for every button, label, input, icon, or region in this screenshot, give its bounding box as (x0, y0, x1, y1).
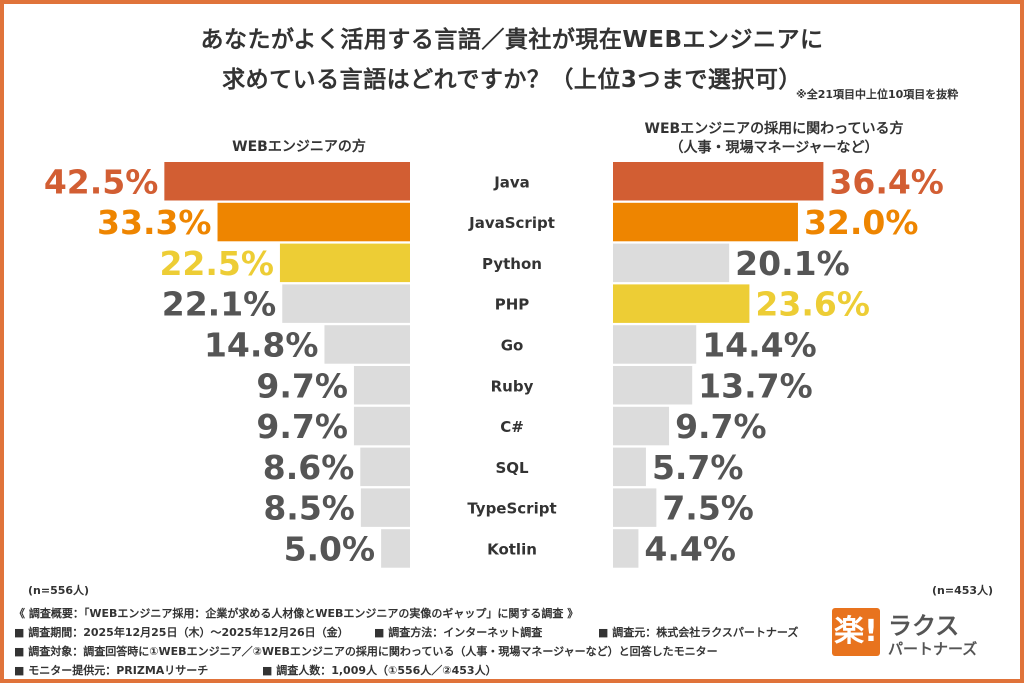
left-value-label-ruby: 9.7% (256, 366, 348, 405)
left-bar-javascript (217, 202, 410, 242)
left-sample-size: (n=556人) (28, 584, 90, 597)
category-label-csharp: C# (500, 418, 524, 436)
right-value-label-sql: 5.7% (652, 448, 744, 487)
left-value-label-typescript: 8.5% (263, 489, 355, 528)
footer-target: ■ 調査対象：調査回答時に①WEBエンジニア／②WEBエンジニアの採用に関わって… (14, 645, 718, 658)
left-value-label-go: 14.8% (204, 325, 319, 364)
right-sample-size: (n=453人) (932, 584, 994, 597)
right-value-label-kotlin: 4.4% (644, 529, 736, 568)
left-series-header: WEBエンジニアの方 (232, 139, 366, 155)
left-bar-typescript (360, 488, 410, 527)
category-label-go: Go (501, 336, 524, 354)
footer-period: ■ 調査期間：2025年12月25日（木）～2025年12月26日（金） (14, 626, 349, 639)
footer-provider: ■ モニター提供元：PRIZMAリサーチ (14, 664, 209, 677)
footer-survey-title: 《 調査概要：「WEBエンジニア採用：企業が求める人材像とWEBエンジニアの実像… (14, 607, 579, 620)
category-label-sql: SQL (495, 459, 529, 477)
logo-text-line2: パートナーズ (888, 640, 978, 658)
butterfly-bar-chart: 42.5% Java 36.4% 33.3% JavaScript 32.0% 22.5% P… (44, 162, 944, 568)
category-label-java: Java (493, 173, 530, 191)
right-bar-ruby (613, 366, 693, 405)
left-bar-ruby (353, 366, 410, 405)
chart-title-line1: あなたがよく活用する言語／貴社が現在WEBエンジニアに (200, 27, 824, 53)
right-bar-javascript (613, 202, 798, 242)
right-bar-csharp (613, 406, 670, 446)
left-value-label-python: 22.5% (159, 244, 274, 283)
right-bar-python (613, 243, 730, 283)
right-value-label-java: 36.4% (829, 162, 944, 201)
left-value-label-javascript: 33.3% (97, 203, 212, 242)
chart-title-line2: 求めている言語はどれですか？（上位3つまで選択可） (222, 67, 802, 93)
category-label-ruby: Ruby (491, 377, 534, 395)
company-logo: 楽! ラクス パートナーズ (832, 602, 1012, 664)
left-value-label-sql: 8.6% (263, 448, 355, 487)
category-label-typescript: TypeScript (467, 500, 556, 518)
footer-method: ■ 調査方法：インターネット調査 (374, 626, 543, 639)
category-label-javascript: JavaScript (468, 214, 555, 232)
right-value-label-python: 20.1% (735, 244, 850, 283)
left-value-label-kotlin: 5.0% (284, 529, 376, 568)
right-series-header-line2: （人事・現場マネージャーなど） (669, 140, 879, 156)
right-bar-php (613, 284, 750, 323)
right-value-label-go: 14.4% (702, 325, 817, 364)
right-value-label-javascript: 32.0% (804, 203, 919, 242)
footer-count: ■ 調査人数：1,009人（①556人／②453人） (262, 664, 497, 677)
right-bar-sql (613, 447, 646, 487)
left-bar-python (279, 243, 410, 283)
right-value-label-php: 23.6% (755, 285, 870, 324)
right-value-label-typescript: 7.5% (662, 489, 754, 528)
right-series-header-line1: WEBエンジニアの採用に関わっている方 (644, 121, 904, 137)
footer-org: ■ 調査元：株式会社ラクスパートナーズ (598, 626, 799, 639)
left-value-label-csharp: 9.7% (256, 407, 348, 446)
category-label-python: Python (482, 255, 542, 273)
left-bar-csharp (353, 406, 410, 446)
right-bar-java (613, 162, 824, 201)
left-bar-kotlin (381, 529, 410, 568)
category-label-kotlin: Kotlin (487, 540, 537, 558)
right-value-label-csharp: 9.7% (675, 407, 767, 446)
left-bar-java (164, 162, 410, 201)
left-value-label-java: 42.5% (44, 162, 159, 201)
right-bar-typescript (613, 488, 657, 527)
left-bar-go (324, 325, 410, 364)
right-bar-go (613, 325, 697, 364)
category-label-php: PHP (495, 296, 530, 314)
chart-note: ※全21項目中上位10項目を抜粋 (796, 88, 959, 101)
logo-mark: 楽! (832, 608, 880, 656)
left-bar-php (282, 284, 410, 323)
right-bar-kotlin (613, 529, 639, 568)
left-bar-sql (360, 447, 410, 487)
left-value-label-php: 22.1% (162, 285, 277, 324)
logo-text-line1: ラクス (888, 612, 960, 640)
right-value-label-ruby: 13.7% (698, 366, 813, 405)
